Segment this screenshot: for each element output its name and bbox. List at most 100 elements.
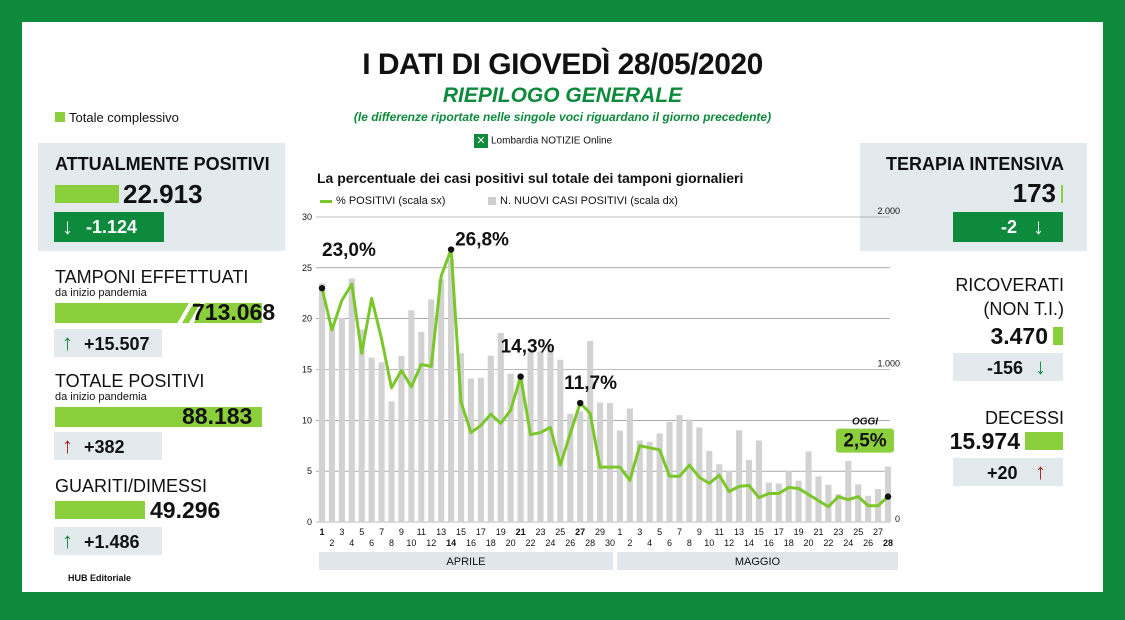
totale-positivi-label: TOTALE POSITIVI [55,371,205,391]
x-tick-label: 10 [704,538,714,548]
bar-new-cases [507,373,514,522]
bar-new-cases [855,484,862,522]
x-tick-label: 11 [417,527,426,537]
bar-new-cases [825,484,832,522]
x-tick-label: 2 [329,538,334,548]
bar-new-cases [517,374,524,522]
attualmente-positivi-value: 22.913 [123,179,203,209]
x-tick-label: 21 [516,527,526,537]
bar-new-cases [457,353,465,522]
logo-text: Lombardia NOTIZIE Online [491,135,613,147]
terapia-delta-value: -2 [1001,217,1018,237]
chart-legend-line: % POSITIVI (scala sx) [320,195,445,207]
decessi-label: DECESSI [984,408,1064,428]
x-tick-label: 8 [687,538,692,548]
x-tick-label: 15 [754,527,764,537]
bar-new-cases [795,480,802,522]
x-tick-label: 21 [813,527,823,537]
tamponi-delta: ↑ +15.507 [54,329,162,357]
x-tick-label: 16 [764,538,774,548]
today-label: OGGI [852,417,878,428]
bar-new-cases [358,329,365,522]
x-tick-label: 25 [853,527,863,537]
terapia-value: 173 [1012,178,1056,208]
page-subtitle: RIEPILOGO GENERALE [442,84,683,107]
arrow-up-icon: ↑ [62,528,73,553]
guariti-bar [55,501,145,519]
tamponi-label: TAMPONI EFFETTUATI [55,267,249,287]
terapia-delta: -2 ↓ [953,212,1063,242]
bar-new-cases [706,450,713,522]
guariti-label: GUARITI/DIMESSI [55,476,208,496]
ricoverati-delta-value: -156 [987,358,1024,378]
decessi-delta-value: +20 [987,463,1018,483]
bar-new-cases [775,483,782,522]
bar-new-cases [666,421,673,522]
x-tick-label: 1 [319,527,324,537]
x-tick-label: 3 [339,527,344,537]
x-tick-label: 4 [647,538,652,548]
bar-new-cases [388,401,395,522]
chart-legend-bars: N. NUOVI CASI POSITIVI (scala dx) [488,195,678,207]
x-tick-label: 3 [637,527,642,537]
arrow-down-icon: ↓ [1035,354,1046,379]
bar-new-cases [745,460,753,522]
decessi-delta: +20 ↑ [953,458,1063,486]
x-tick-label: 10 [406,538,416,548]
positivity-chart: 05101520253001.0002.00012345678910111213… [302,206,900,570]
ricoverati-bar [1053,327,1063,345]
month-label: MAGGIO [735,556,781,568]
annotation-dot [576,399,584,407]
x-tick-label: 12 [724,538,734,548]
annotation-label: 26,8% [455,230,509,251]
x-tick-label: 5 [359,527,364,537]
bar-new-cases [408,310,415,522]
tamponi-delta-value: +15.507 [84,334,150,354]
x-tick-label: 9 [697,527,702,537]
chart-title: La percentuale dei casi positivi sul tot… [317,170,744,186]
x-tick-label: 26 [565,538,575,548]
ricoverati-delta: -156 ↓ [953,353,1063,381]
totale-positivi-value: 88.183 [182,403,253,429]
y-right-tick-label: 2.000 [877,206,900,216]
annotation-dot [447,246,455,253]
bar-new-cases [487,355,494,522]
legend-line-label: % POSITIVI (scala sx) [336,195,446,207]
bar-new-cases [696,427,703,522]
totale-positivi-delta: ↑ +382 [54,432,162,460]
guariti-value: 49.296 [150,497,221,523]
bar-new-cases [398,355,405,522]
bar-new-cases [477,377,484,522]
x-tick-label: 27 [575,527,585,537]
x-tick-label: 5 [657,527,662,537]
y-left-tick-label: 10 [302,415,312,425]
y-left-tick-label: 0 [307,517,312,527]
attualmente-positivi-delta-value: -1.124 [86,217,138,237]
x-tick-label: 4 [349,538,354,548]
x-tick-label: 28 [585,538,595,548]
page-note: (le differenze riportate nelle singole v… [353,110,772,124]
x-tick-label: 18 [784,538,794,548]
x-tick-label: 23 [833,527,843,537]
x-tick-label: 30 [605,538,615,548]
y-left-tick-label: 25 [302,263,312,273]
x-tick-label: 22 [823,538,833,548]
legend-line-swatch [320,199,332,203]
x-tick-label: 6 [667,538,672,548]
x-tick-label: 24 [545,538,555,548]
x-tick-label: 12 [426,538,436,548]
bar-new-cases [557,359,564,522]
guariti-delta: ↑ +1.486 [54,527,162,555]
annotation-dot [884,493,892,500]
bar-new-cases [636,440,643,522]
decessi-value: 15.974 [949,428,1020,454]
bar-new-cases [616,430,623,522]
x-tick-label: 19 [496,527,506,537]
attualmente-positivi-bar [55,185,119,203]
terapia-label: TERAPIA INTENSIVA [885,154,1064,174]
bar-new-cases [537,351,544,522]
y-left-tick-label: 5 [307,466,312,476]
bar-new-cases [726,470,733,522]
logo: ✕ Lombardia NOTIZIE Online [474,134,612,152]
arrow-up-icon: ↑ [62,330,73,355]
